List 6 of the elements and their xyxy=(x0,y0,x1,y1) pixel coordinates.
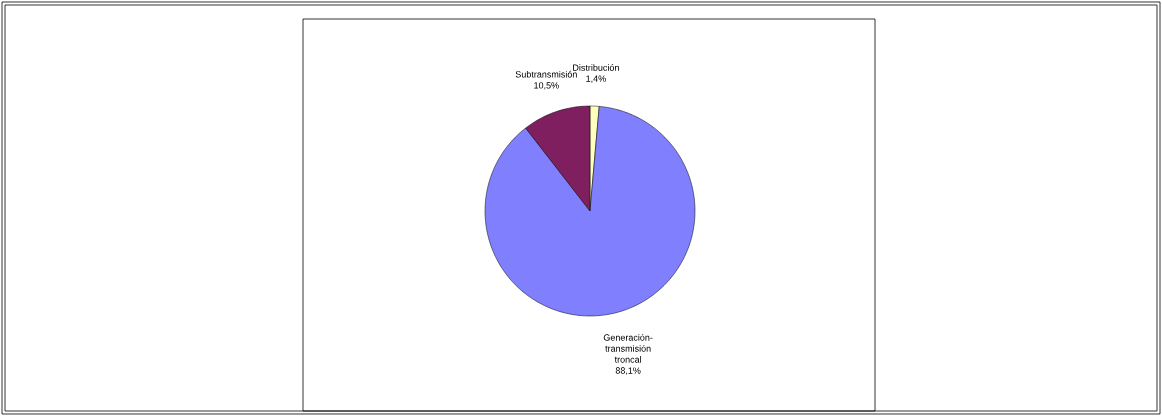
slice-label: Generación-transmisión troncal xyxy=(603,333,653,363)
data-label: 88,1% xyxy=(615,367,641,375)
data-label: 1,4% xyxy=(586,75,606,83)
slice-label: Subtransmisión xyxy=(515,70,577,78)
slice-label: Distribución xyxy=(573,64,619,71)
data-label: 10,5% xyxy=(534,82,559,90)
